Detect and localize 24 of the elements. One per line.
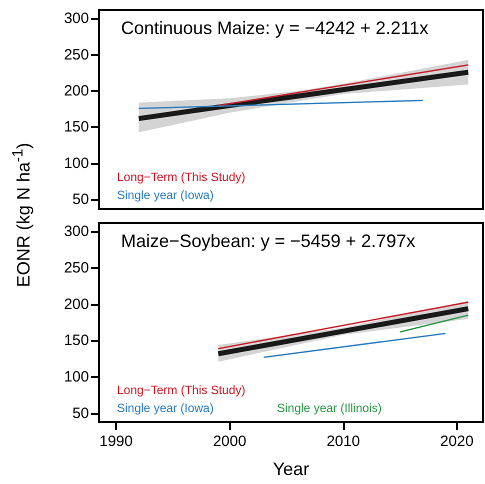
text: Long−Term (This Study) xyxy=(117,383,246,397)
chart-title: Continuous Maize: y = −4242 + 2.211x xyxy=(121,18,428,38)
y-tick-label: 200 xyxy=(64,296,89,313)
y-tick-label: 250 xyxy=(64,260,89,277)
y-tick-label: 100 xyxy=(64,154,89,172)
y-tick-label: 300 xyxy=(64,223,89,240)
y-tick-label: 150 xyxy=(64,118,89,136)
y-tick-label: 300 xyxy=(64,10,89,28)
x-axis-title: Year xyxy=(272,459,310,479)
y-tick-label: 50 xyxy=(72,404,89,422)
x-tick-label: 2000 xyxy=(212,433,246,450)
y-tick-label: 150 xyxy=(64,332,89,350)
y-tick-label: 250 xyxy=(64,46,89,64)
chart-title: Maize−Soybean: y = −5459 + 2.797x xyxy=(121,231,416,251)
text: Single year (Illinois) xyxy=(277,401,382,415)
text: Long−Term (This Study) xyxy=(117,170,246,184)
y-tick-label: 50 xyxy=(72,191,89,208)
y-tick-label: 200 xyxy=(64,82,89,100)
text: Single year (Iowa) xyxy=(117,401,214,415)
x-tick-label: 2010 xyxy=(326,433,360,450)
x-tick-label: 1990 xyxy=(99,433,133,450)
text: Single year (Iowa) xyxy=(117,188,214,202)
x-tick-label: 2020 xyxy=(440,433,474,450)
y-tick-label: 100 xyxy=(64,368,89,386)
